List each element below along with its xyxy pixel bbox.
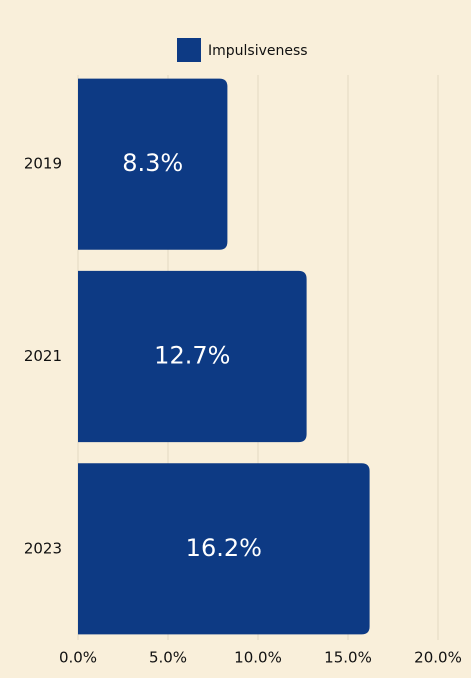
bar: [78, 78, 228, 250]
y-tick-label: 2021: [24, 347, 62, 365]
data-label: 12.7%: [154, 342, 230, 370]
bar: [78, 463, 370, 635]
data-label: 16.2%: [186, 534, 262, 562]
y-tick-label: 2023: [24, 539, 62, 557]
x-tick-label: 20.0%: [414, 649, 462, 667]
x-tick-label: 0.0%: [59, 649, 97, 667]
data-label: 8.3%: [122, 149, 183, 177]
y-tick-label: 2019: [24, 155, 62, 173]
bar: [78, 270, 307, 443]
x-tick-label: 15.0%: [324, 649, 372, 667]
x-tick-label: 5.0%: [149, 649, 187, 667]
x-tick-label: 10.0%: [234, 649, 282, 667]
legend-label: Impulsiveness: [208, 43, 308, 59]
legend-swatch: [177, 38, 201, 62]
